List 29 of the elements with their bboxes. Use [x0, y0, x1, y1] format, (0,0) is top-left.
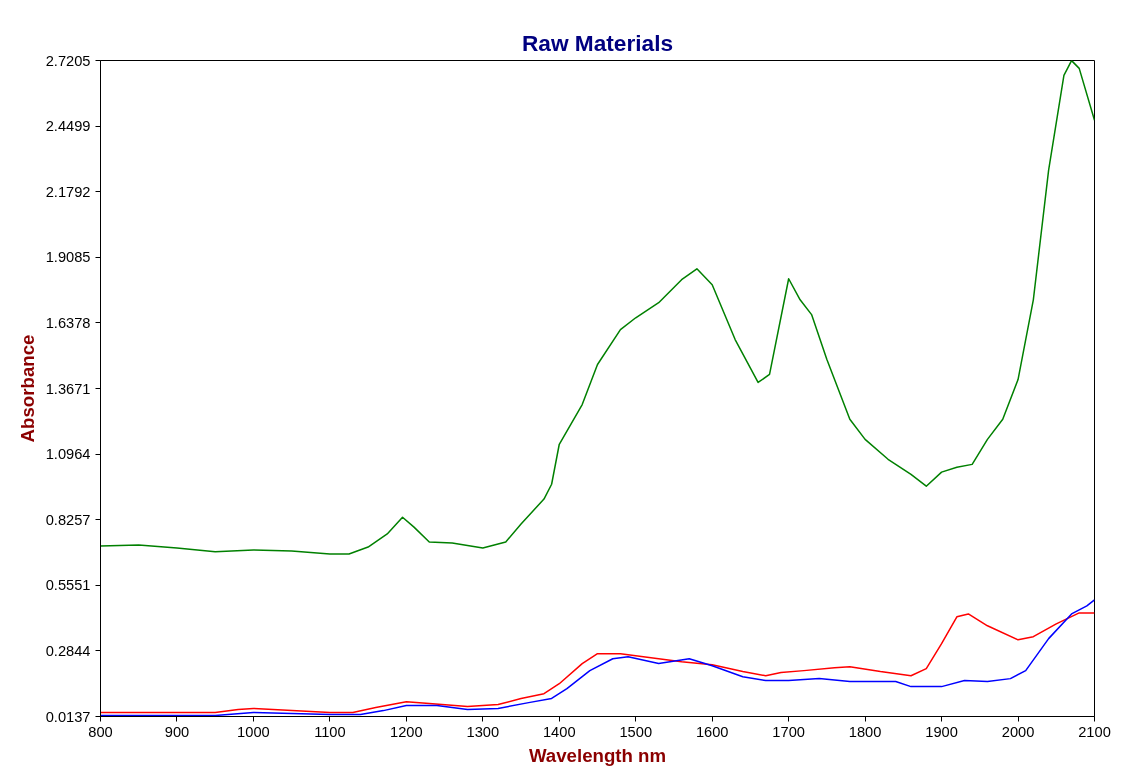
y-tick-label: 0.0137: [45, 708, 91, 725]
y-tick-label: 2.7205: [45, 52, 91, 69]
x-tick-label: 1100: [314, 723, 346, 740]
x-tick-label: 900: [164, 723, 190, 740]
x-tick-label: 1400: [542, 723, 576, 740]
y-tick-label: 1.6378: [45, 314, 91, 331]
x-tick-label: 1000: [237, 723, 270, 740]
y-tick-label: 0.2844: [45, 642, 91, 659]
line-series: [100, 60, 1095, 555]
x-tick-label: 1500: [619, 723, 653, 740]
x-tick-label: 1900: [925, 723, 958, 740]
x-axis-title: Wavelength nm: [528, 744, 667, 766]
y-tick-label: 1.3671: [45, 380, 91, 397]
x-tick-label: 1200: [390, 723, 423, 740]
y-tick-label: 0.5551: [45, 577, 91, 594]
x-tick-label: 1300: [466, 723, 500, 740]
y-tick-label: 2.1792: [45, 183, 91, 200]
y-tick-label: 1.9085: [45, 249, 91, 266]
y-axis-title: Absorbance: [16, 334, 38, 443]
x-tick-label: 800: [88, 723, 113, 740]
x-tick-label: 2100: [1078, 723, 1111, 740]
x-tick-label: 1800: [848, 723, 882, 740]
x-tick-label: 1600: [695, 723, 729, 740]
y-tick-label: 2.4499: [45, 118, 91, 135]
x-tick-label: 2000: [1001, 723, 1035, 740]
y-tick-label: 0.8257: [45, 511, 91, 528]
chart-title: Raw Materials: [521, 29, 674, 56]
x-tick-label: 1700: [772, 723, 805, 740]
y-tick-label: 1.0964: [45, 446, 91, 463]
